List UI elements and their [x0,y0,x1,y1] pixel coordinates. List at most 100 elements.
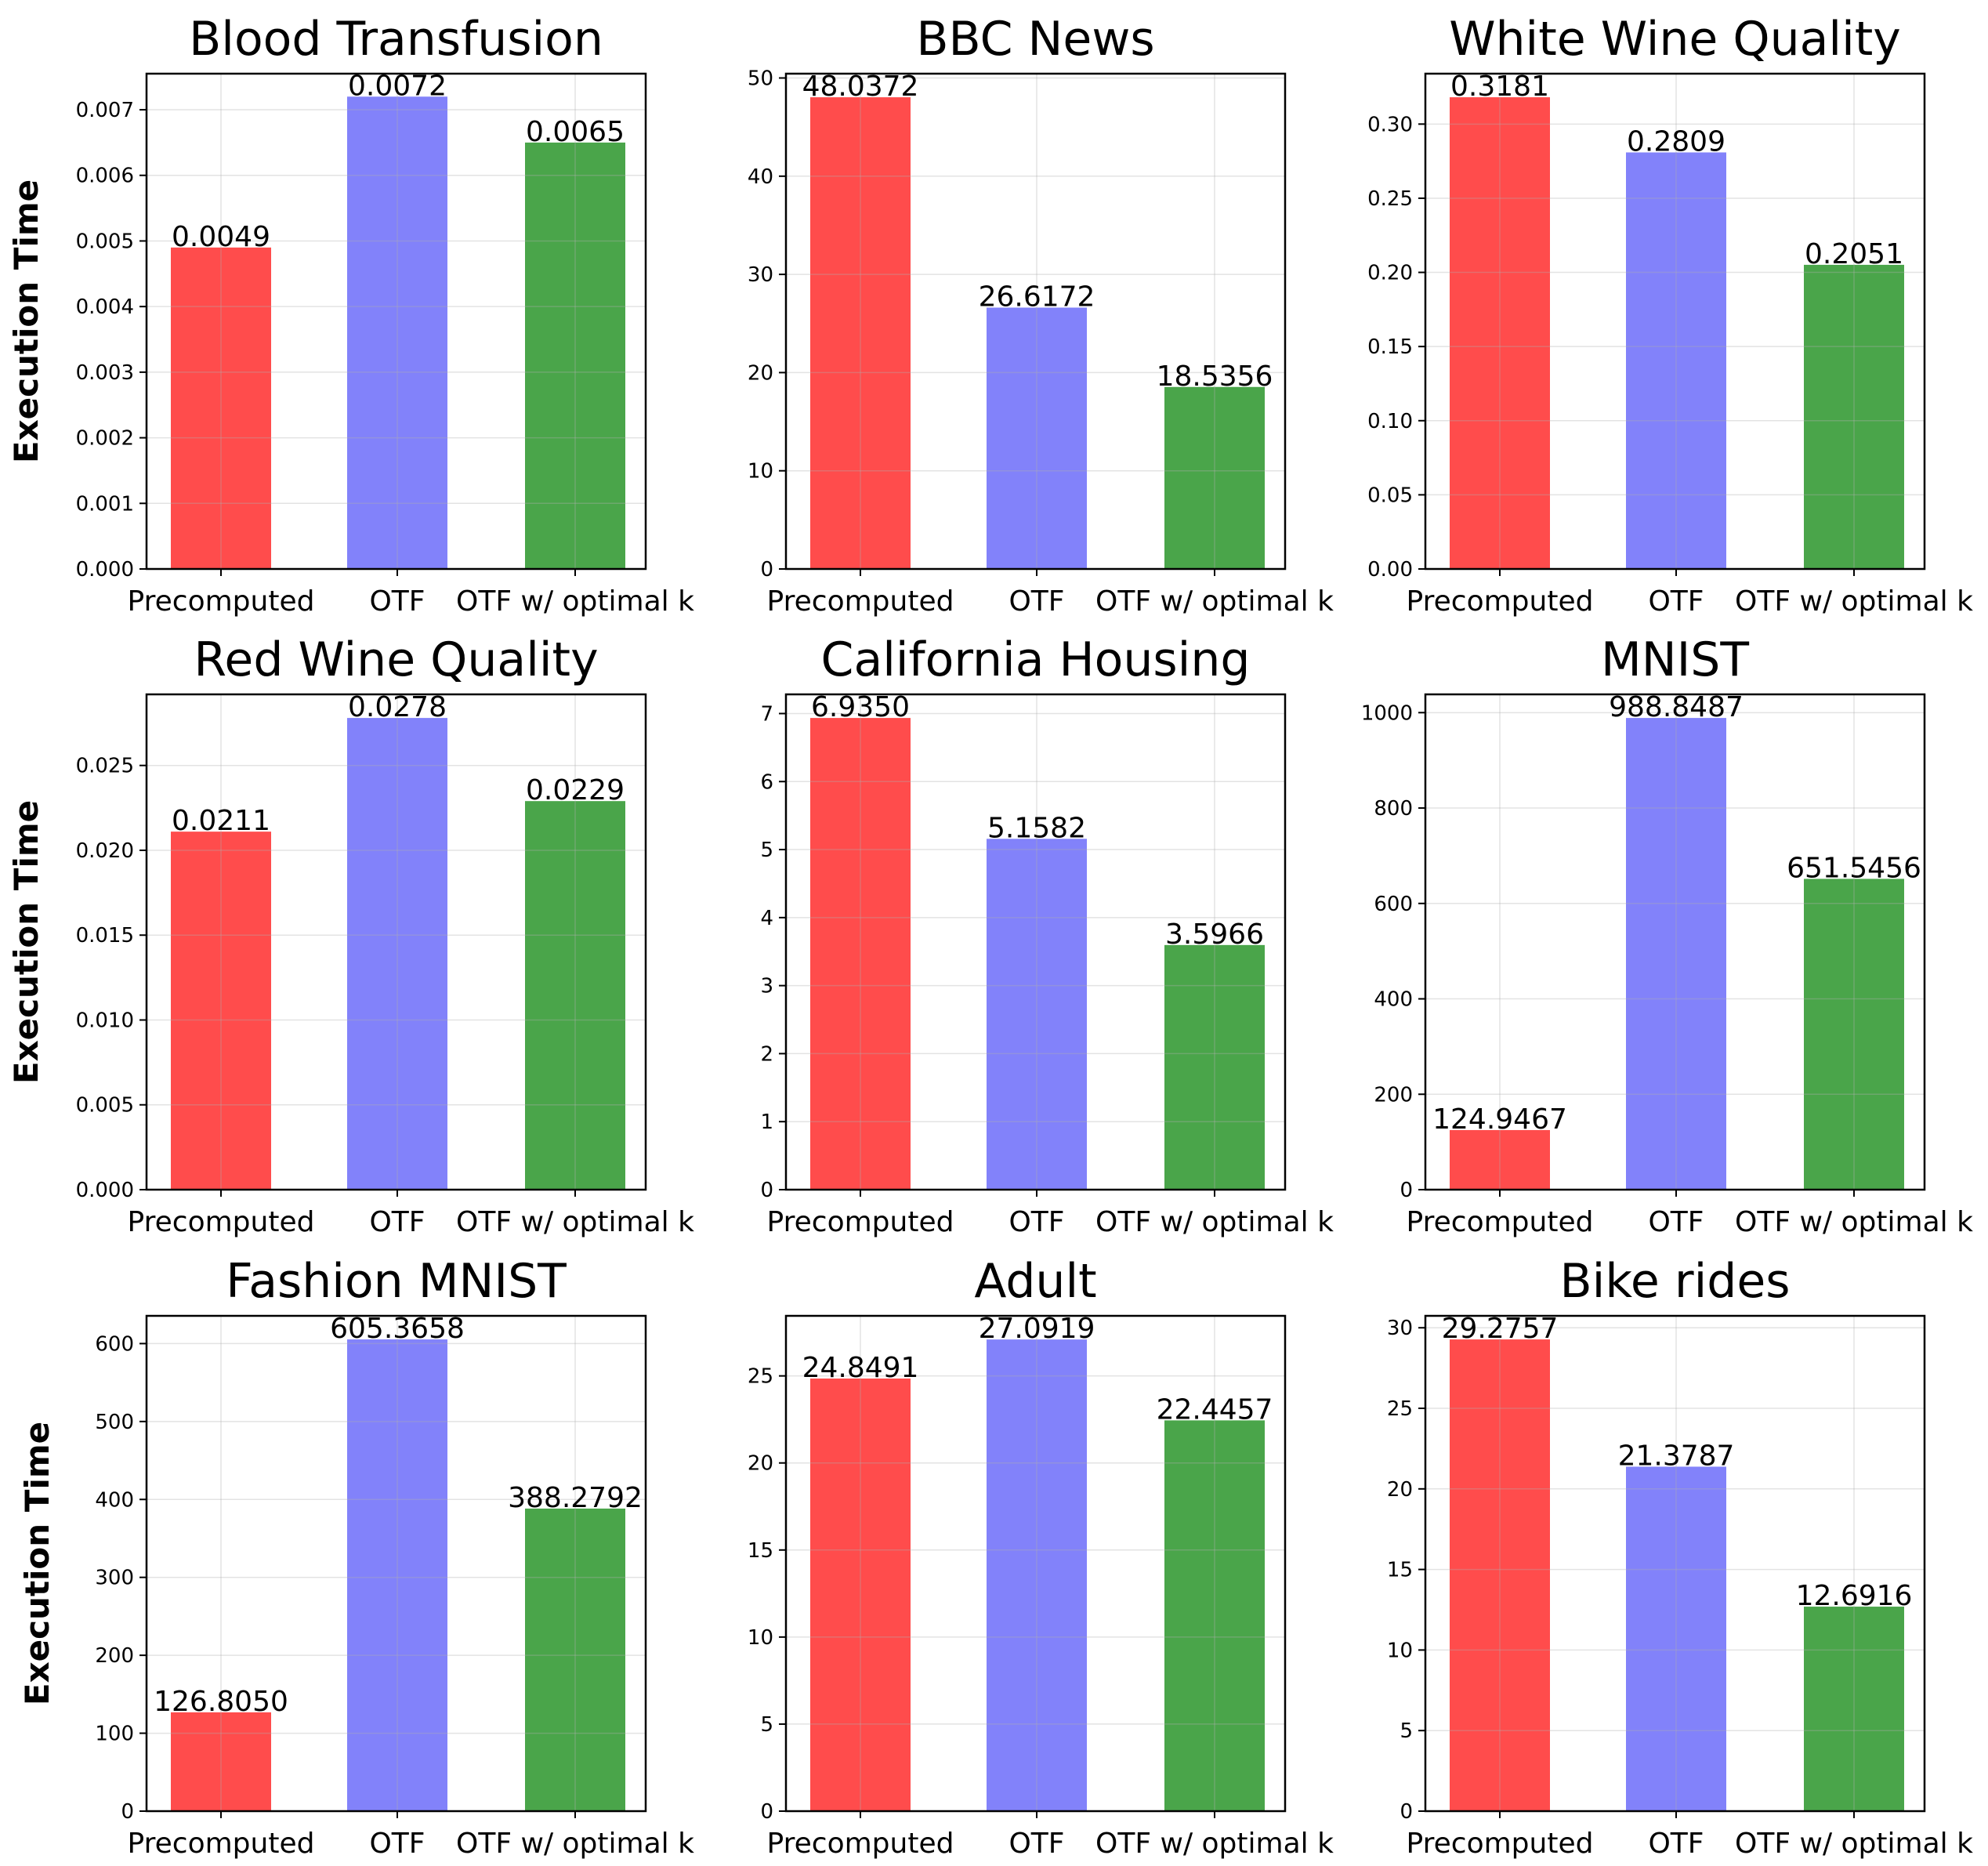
chart-panel: White Wine Quality 0.00 0.05 0.10 0.15 0.20 0.… [1367,12,1973,618]
bar [171,247,271,569]
data-label: 48.0372 [802,71,919,103]
y-tick-label: 50 [748,67,773,91]
axes-frame [145,1314,647,1813]
x-tick-label: OTF w/ optimal k [1735,585,1973,618]
data-label: 21.3787 [1618,1440,1735,1472]
y-tick-label: 1000 [1361,701,1413,725]
x-tick-label: Precomputed [1407,1206,1594,1238]
data-label: 6.9350 [811,691,910,723]
x-tick-label: OTF [1648,1828,1704,1860]
x-tick-label: OTF [369,585,425,618]
y-tick-label: 0.002 [76,427,134,451]
y-tick-label: 0.001 [76,492,134,516]
y-tick-label: 15 [1387,1559,1413,1582]
chart-title: Red Wine Quality [194,632,598,687]
bar [987,839,1087,1190]
y-tick-label: 200 [95,1644,134,1668]
y-tick-label: 0.004 [76,295,134,319]
chart-panel: Red Wine Quality 0.000 0.005 0.010 0.015 0.02… [7,632,694,1238]
data-label: 0.0065 [526,116,625,148]
y-tick-label: 10 [1387,1639,1413,1662]
chart-title: Fashion MNIST [226,1254,567,1309]
x-tick-label: OTF w/ optimal k [1735,1828,1973,1860]
axes-frame [784,1314,1287,1813]
y-tick-label: 0 [760,1179,773,1202]
bar [987,307,1087,569]
y-tick-label: 100 [95,1723,134,1746]
bar [1626,152,1726,569]
y-tick-label: 600 [95,1332,134,1356]
bar [1804,1607,1904,1811]
y-tick-label: 400 [95,1488,134,1512]
data-label: 388.2792 [508,1482,643,1514]
chart-panel: California Housing 0 1 2 3 4 5 6 7 Precomputed OTF… [760,632,1334,1238]
y-tick-label: 0.007 [76,99,134,122]
y-tick-label: 0.25 [1367,187,1413,211]
y-tick-label: 0 [760,558,773,582]
data-label: 0.0211 [172,805,270,837]
y-tick-label: 0.010 [76,1009,134,1032]
y-tick-label: 0.020 [76,839,134,863]
bar [171,1712,271,1811]
bar [347,1339,447,1811]
bar [1450,1339,1550,1811]
data-label: 0.2051 [1805,238,1903,270]
y-tick-label: 800 [1374,797,1413,821]
y-tick-label: 0.20 [1367,262,1413,285]
axes-frame [145,72,647,571]
axes-frame [784,72,1287,571]
data-label: 5.1582 [987,812,1086,844]
bar [1626,718,1726,1190]
axes-frame [784,693,1287,1191]
y-axis-label: Execution Time [7,179,45,463]
x-tick-label: Precomputed [1407,585,1594,618]
data-label: 126.8050 [154,1686,288,1718]
y-tick-label: 10 [748,460,773,484]
data-label: 3.5966 [1165,919,1264,951]
y-tick-label: 400 [1374,988,1413,1012]
y-tick-label: 0 [121,1800,134,1824]
y-tick-label: 0.10 [1367,410,1413,433]
bar [1626,1466,1726,1811]
x-tick-label: OTF [369,1206,425,1238]
x-tick-label: OTF w/ optimal k [456,1206,694,1238]
axes-frame [1424,693,1926,1191]
y-tick-label: 0.00 [1367,558,1413,582]
data-label: 29.2757 [1442,1313,1559,1345]
data-label: 18.5356 [1157,361,1273,393]
y-tick-label: 0 [1400,1179,1413,1202]
y-tick-label: 20 [1387,1478,1413,1502]
y-tick-label: 30 [1387,1317,1413,1340]
y-tick-label: 5 [760,839,773,862]
y-tick-label: 0 [1400,1800,1413,1824]
bar [810,1378,911,1811]
y-tick-label: 2 [760,1042,773,1066]
bar [171,832,271,1190]
x-tick-label: Precomputed [1407,1828,1594,1860]
x-tick-label: OTF w/ optimal k [456,1828,694,1860]
y-tick-label: 0.015 [76,924,134,947]
y-tick-label: 500 [95,1411,134,1434]
y-tick-label: 30 [748,263,773,287]
bar [525,801,625,1190]
bar [347,718,447,1190]
x-tick-label: OTF [1648,1206,1704,1238]
y-tick-label: 0.30 [1367,113,1413,136]
y-tick-label: 0.05 [1367,484,1413,507]
data-label: 0.0072 [348,70,447,102]
x-tick-label: OTF w/ optimal k [1095,585,1334,618]
y-tick-label: 0.000 [76,1179,134,1202]
x-tick-label: Precomputed [767,585,954,618]
data-label: 12.6916 [1796,1580,1913,1612]
bar [525,1508,625,1811]
y-tick-label: 40 [748,165,773,189]
chart-panel: BBC News 0 10 20 30 40 50 Precomputed OTF OTF w/ … [748,12,1334,618]
x-tick-label: OTF [1648,585,1704,618]
y-tick-label: 25 [1387,1397,1413,1421]
y-tick-label: 3 [760,975,773,998]
bar [987,1339,1087,1811]
axes-frame [1424,1314,1926,1813]
x-tick-label: OTF w/ optimal k [456,585,694,618]
data-label: 0.2809 [1627,125,1725,158]
